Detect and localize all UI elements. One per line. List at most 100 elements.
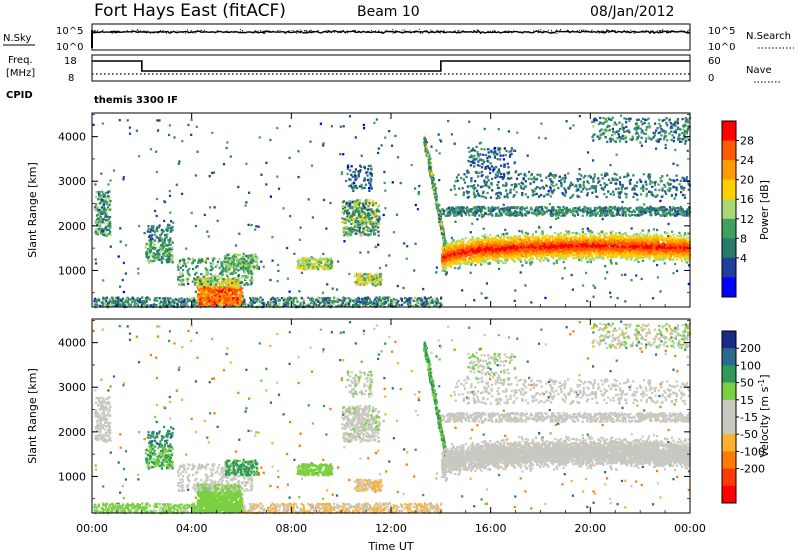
power-cell [233,263,236,266]
power-cell [440,296,443,299]
power-cell [318,263,321,267]
power-cell [216,300,219,303]
power-cell [441,233,444,236]
cpid-label: CPID [6,90,33,101]
power-cell [313,258,316,261]
power-cell [207,296,210,300]
power-cell [118,119,121,122]
power-cell [248,254,251,257]
power-cell [330,300,333,303]
power-cell [233,300,236,303]
power-cell [485,237,488,240]
power-cell [425,297,428,301]
power-cell [182,264,185,267]
power-cell [96,298,99,301]
power-cell [246,283,249,286]
date-title: 08/Jan/2012 [590,4,674,20]
power-cell [183,261,186,264]
power-cell [375,209,378,212]
power-cell [171,299,174,302]
power-cell [325,300,328,303]
power-cell [354,174,357,178]
power-cell [148,253,151,256]
power-cell [109,233,112,236]
power-cell [231,264,235,267]
power-cell [156,119,159,122]
power-cell [364,228,367,232]
power-cell [360,209,363,213]
power-cell [345,297,348,300]
power-cell [230,265,233,269]
power-cell [238,280,241,283]
power-cell [375,296,378,299]
power-cell [146,304,149,307]
power-cell [190,133,193,136]
power-cell [342,125,345,128]
power-cell [166,223,170,227]
power-cell [367,218,370,221]
power-cell [196,287,199,290]
power-cell [368,272,371,276]
power-cell [410,296,413,300]
power-cell [207,278,210,281]
power-cell [288,125,291,128]
power-cell [221,294,224,297]
power-cell [442,238,445,241]
power-cell [235,297,238,300]
power-cell [112,305,115,308]
power-cell [220,271,223,274]
power-cell [240,275,244,279]
power-cell [528,170,531,174]
power-cell [255,225,258,228]
power-cell [163,304,166,307]
power-cell [636,198,639,201]
power-cell [233,285,236,288]
power-cell [233,264,236,267]
power-cell [363,297,366,300]
power-cell [424,139,427,142]
power-cell [98,222,101,225]
power-cell [107,208,110,211]
power-cell [219,272,222,275]
power-cell [395,304,398,307]
power-cell [640,277,643,281]
power-cell [139,298,142,301]
power-cell [106,215,109,218]
power-cell [178,259,181,263]
power-cell [97,220,100,223]
power-cell [214,305,217,308]
power-cell [349,202,352,205]
power-cell [224,291,227,294]
power-cell [227,270,230,273]
power-cell [202,294,206,297]
power-cell [203,288,206,291]
power-cell [307,267,310,271]
power-cell [245,162,248,165]
power-cell [199,294,202,297]
power-cell [384,136,387,139]
power-cell [245,282,248,285]
power-cell [158,239,161,242]
power-cell [292,298,295,301]
power-cell [146,230,149,233]
power-cell [385,264,388,267]
power-cell [180,303,183,306]
power-cell [578,168,581,171]
power-cell [364,166,367,169]
power-cell [544,296,547,300]
power-cell [435,196,438,199]
power-cell [190,297,193,300]
power-cell [230,300,234,304]
power-cell [218,283,222,286]
power-cell [345,301,348,304]
power-cell [630,279,633,282]
power-cell [247,304,250,307]
power-cell [135,299,138,302]
power-cell [195,266,198,269]
power-cell [357,170,360,173]
power-cell [205,302,208,305]
power-cell [358,283,361,286]
power-cell [231,280,235,283]
power-cell [199,277,202,281]
power-cell [101,217,104,221]
